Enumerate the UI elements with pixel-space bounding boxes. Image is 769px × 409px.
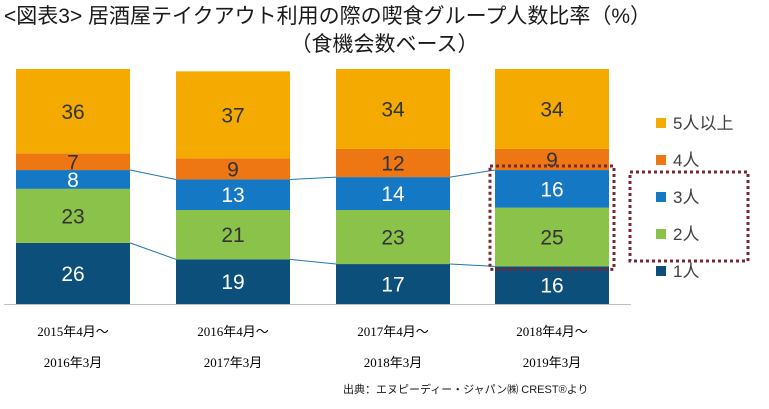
x-tick-label-2-1: 2018年3月	[364, 355, 423, 370]
legend-swatch-5人以上	[656, 118, 666, 128]
data-label-4人-3: 9	[546, 149, 558, 172]
x-tick-label-1-0: 2016年4月～	[197, 324, 269, 339]
data-label-5人以上-2: 34	[381, 98, 405, 121]
bar-2人-1	[176, 210, 290, 260]
data-label-4人-1: 9	[227, 158, 239, 181]
legend-label-1人: 1人	[673, 262, 699, 281]
data-label-3人-1: 13	[221, 184, 244, 207]
bar-3人-0	[16, 170, 130, 189]
connector-line-3人-2	[449, 169, 496, 178]
chart-subtitle: （食機会数ベース）	[290, 33, 479, 56]
data-label-2人-1: 21	[221, 224, 244, 247]
legend-swatch-3人	[656, 192, 666, 202]
bar-4人-1	[176, 158, 290, 180]
legend-swatch-2人	[656, 229, 666, 239]
bar-4人-2	[336, 148, 450, 178]
bar-5人以上-1	[176, 71, 290, 159]
x-tick-label-3-1: 2019年3月	[523, 355, 582, 370]
data-label-5人以上-3: 34	[540, 98, 564, 121]
legend-label-2人: 2人	[673, 225, 699, 244]
bar-5人以上-2	[336, 69, 450, 149]
data-label-1人-0: 26	[61, 263, 84, 286]
bar-1人-2	[336, 264, 450, 304]
data-label-1人-2: 17	[381, 274, 404, 297]
data-label-5人以上-1: 37	[221, 104, 244, 127]
chart-title: <図表3> 居酒屋テイクアウト利用の際の喫食グループ人数比率（%）	[4, 5, 652, 28]
x-tick-label-1-1: 2017年3月	[204, 355, 263, 370]
bar-1人-3	[495, 266, 609, 304]
x-tick-label-0-0: 2015年4月～	[37, 324, 109, 339]
bar-2人-3	[495, 207, 609, 267]
data-label-2人-0: 23	[61, 205, 84, 228]
data-label-3人-0: 8	[67, 169, 79, 192]
source-note: 出典：エヌピーディー・ジャパン㈱ CREST®より	[343, 384, 589, 396]
bar-5人以上-0	[16, 69, 130, 154]
data-label-2人-3: 25	[540, 227, 563, 250]
bar-5人以上-3	[495, 69, 609, 149]
bar-1人-0	[16, 242, 130, 304]
legend-swatch-4人	[656, 155, 666, 165]
bar-2人-2	[336, 210, 450, 265]
data-label-4人-2: 12	[381, 153, 404, 176]
x-tick-label-0-1: 2016年3月	[44, 355, 103, 370]
legend-label-3人: 3人	[673, 188, 699, 207]
legend-label-4人: 4人	[673, 151, 699, 170]
bar-2人-0	[16, 188, 130, 243]
connector-line-3人-1	[289, 176, 337, 180]
connector-line-1人-0	[129, 242, 177, 260]
data-label-5人以上-0: 36	[61, 101, 84, 124]
data-label-1人-1: 19	[221, 271, 244, 294]
legend-swatch-1人	[656, 266, 666, 276]
legend-label-5人以上: 5人以上	[673, 114, 733, 133]
data-label-1人-3: 16	[540, 275, 563, 298]
connector-line-1人-2	[449, 263, 496, 267]
highlight-box-bar	[488, 164, 616, 271]
x-tick-label-2-0: 2017年4月～	[357, 324, 429, 339]
data-label-2人-2: 23	[381, 227, 404, 250]
connector-line-1人-1	[289, 258, 337, 265]
x-tick-label-3-0: 2018年4月～	[516, 324, 588, 339]
highlight-box-legend	[628, 170, 750, 263]
bar-3人-2	[336, 177, 450, 210]
connector-line-3人-0	[129, 169, 177, 180]
bar-4人-0	[16, 153, 130, 171]
bar-1人-1	[176, 259, 290, 304]
data-label-3人-2: 14	[381, 183, 405, 206]
data-label-3人-3: 16	[540, 178, 563, 201]
bar-3人-1	[176, 179, 290, 210]
bar-3人-3	[495, 170, 609, 208]
data-label-4人-0: 7	[67, 151, 79, 174]
